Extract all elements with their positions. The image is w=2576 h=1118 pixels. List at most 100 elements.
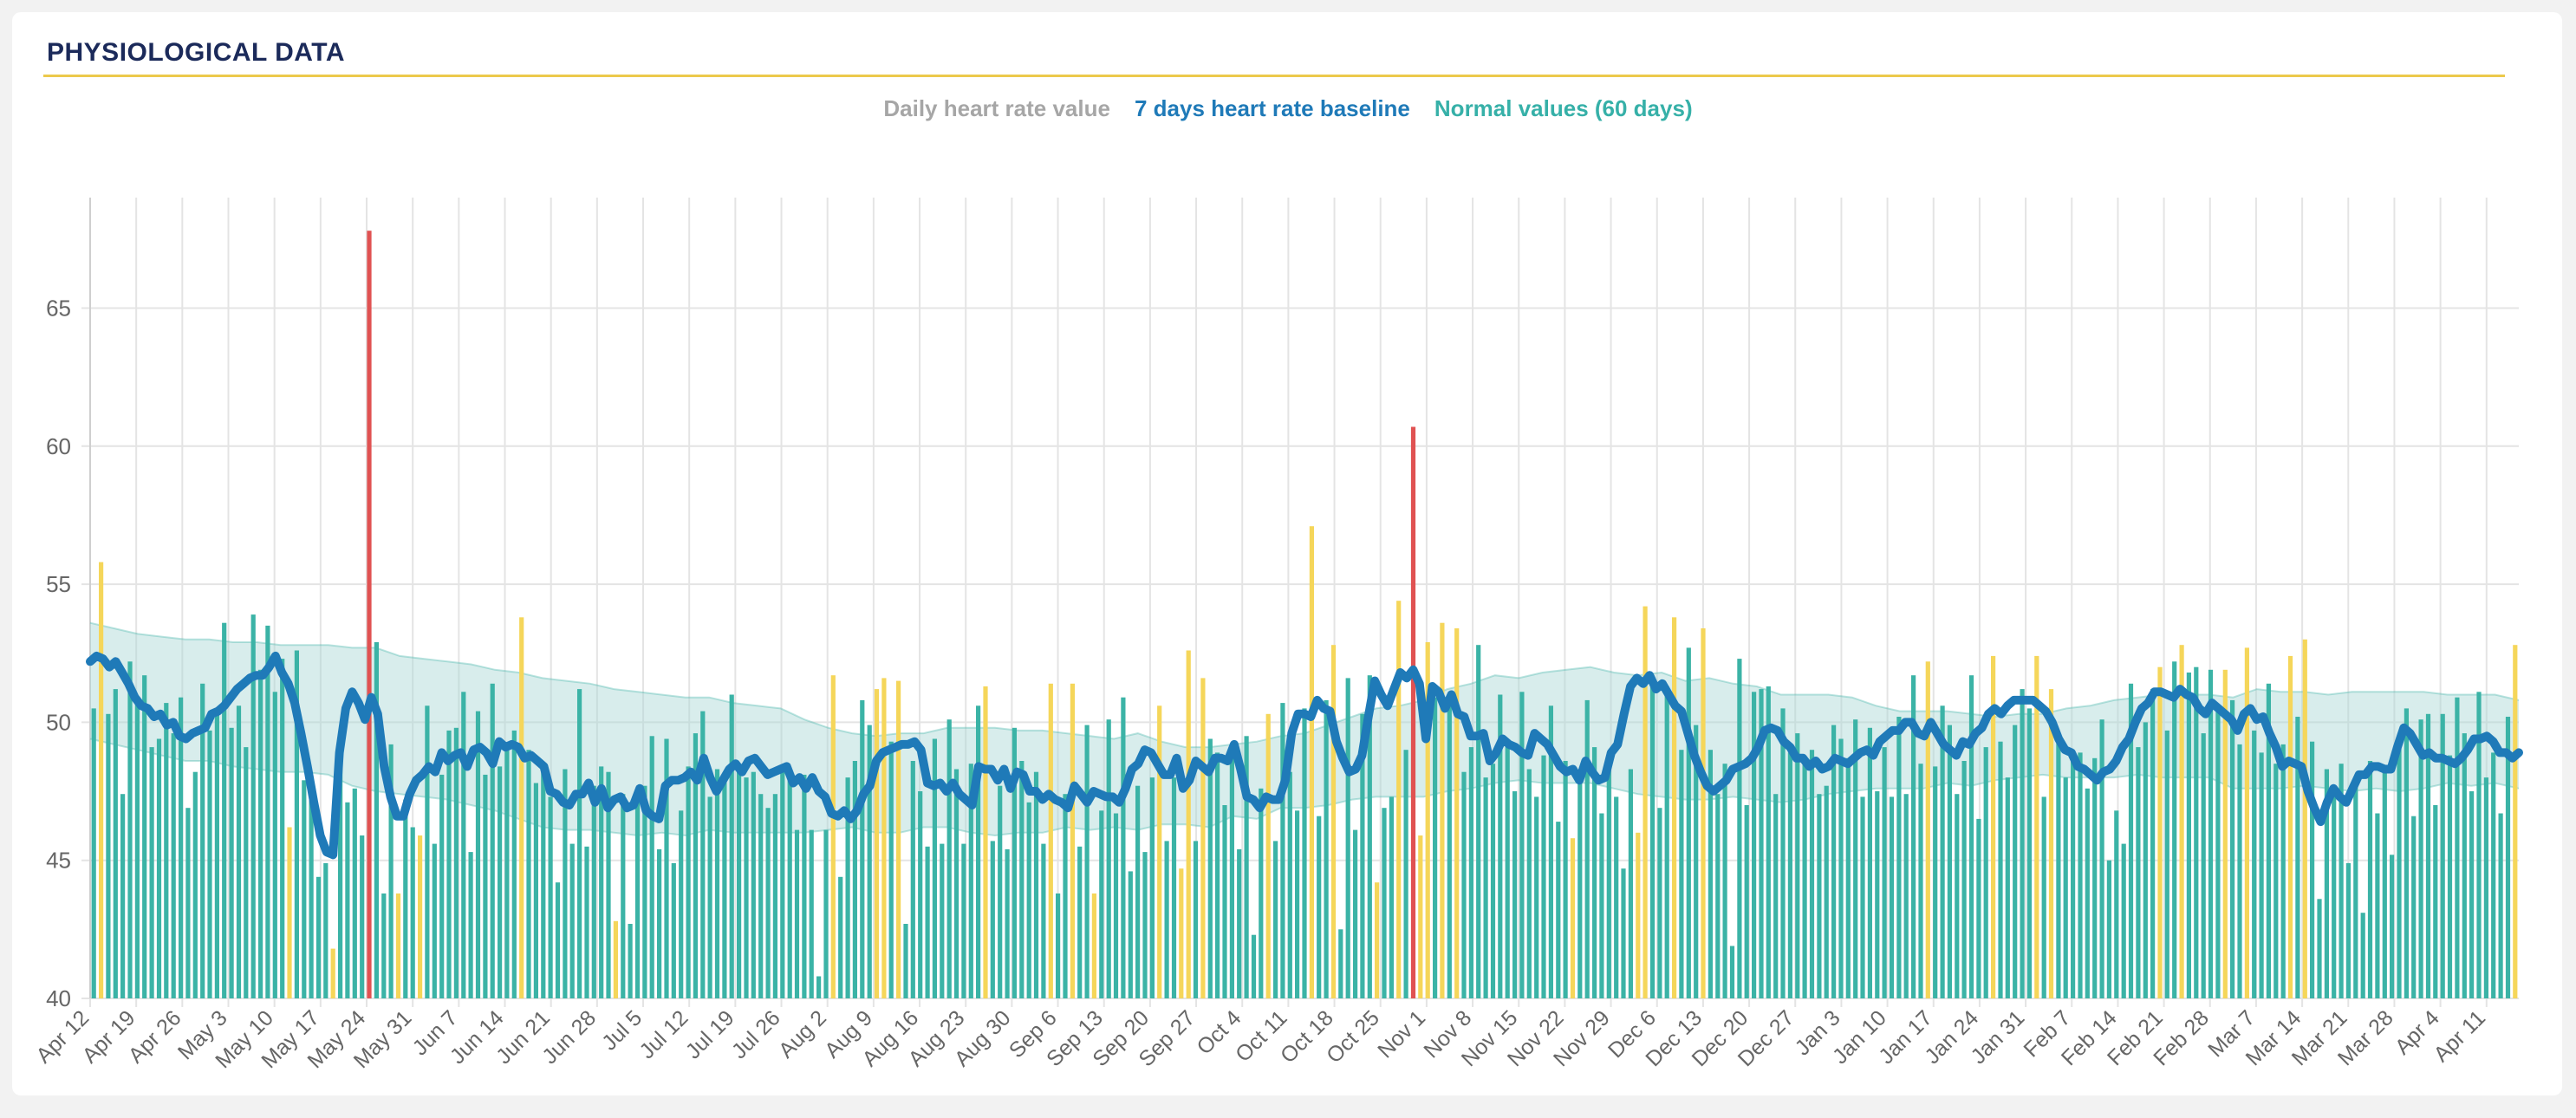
daily-heart-rate-bar — [838, 876, 843, 998]
daily-heart-rate-bar — [2411, 816, 2417, 998]
daily-heart-rate-bar — [1614, 796, 1619, 998]
legend-normal-values[interactable]: Normal values (60 days) — [1434, 95, 1693, 121]
daily-heart-rate-bar — [113, 689, 118, 998]
daily-heart-rate-bar — [874, 689, 880, 998]
daily-heart-rate-bar — [2179, 645, 2184, 998]
daily-heart-rate-bar — [2491, 752, 2496, 998]
daily-heart-rate-bar — [1795, 733, 1800, 998]
daily-heart-rate-bar — [2397, 747, 2402, 998]
daily-heart-rate-bar — [1309, 526, 1314, 998]
daily-heart-rate-bar — [903, 924, 908, 998]
daily-heart-rate-bar — [1526, 769, 1532, 998]
daily-heart-rate-bar — [99, 562, 104, 998]
daily-heart-rate-bar — [1005, 848, 1010, 998]
daily-heart-rate-bar — [214, 708, 219, 998]
daily-heart-rate-bar — [990, 841, 995, 998]
daily-heart-rate-bar — [1084, 725, 1090, 998]
daily-heart-rate-bar — [2287, 655, 2293, 998]
daily-heart-rate-bar — [2244, 647, 2249, 998]
daily-heart-rate-bar — [1519, 692, 1525, 998]
daily-heart-rate-bar — [737, 764, 742, 998]
daily-heart-rate-bar — [265, 625, 270, 998]
daily-heart-rate-bar — [657, 848, 662, 998]
daily-heart-rate-bar — [1599, 813, 1604, 998]
y-tick-label: 60 — [46, 433, 71, 459]
daily-heart-rate-bar — [418, 835, 423, 998]
daily-heart-rate-bar — [664, 738, 669, 998]
daily-heart-rate-bar — [1838, 738, 1844, 998]
daily-heart-rate-bar — [1563, 761, 1568, 998]
x-tick-label: Nov 1 — [1373, 1005, 1430, 1063]
daily-heart-rate-bar — [2237, 744, 2242, 998]
y-tick-label: 55 — [46, 571, 71, 597]
daily-heart-rate-bar — [453, 727, 459, 998]
daily-heart-rate-bar — [998, 785, 1003, 998]
daily-heart-rate-bar — [852, 761, 857, 998]
daily-heart-rate-bar — [1121, 697, 1126, 998]
daily-heart-rate-bar — [1643, 606, 1648, 998]
daily-heart-rate-bar — [1425, 642, 1430, 998]
daily-heart-rate-bar — [2324, 769, 2329, 998]
daily-heart-rate-bar — [1752, 692, 1757, 998]
daily-heart-rate-bar — [860, 699, 865, 998]
daily-heart-rate-bar — [185, 808, 191, 998]
daily-heart-rate-bar — [1867, 727, 1872, 998]
x-tick-label: Jul 19 — [681, 1005, 739, 1063]
daily-heart-rate-bar — [171, 733, 176, 998]
daily-heart-rate-bar — [953, 769, 959, 998]
daily-heart-rate-bar — [1265, 713, 1271, 998]
daily-heart-rate-bar — [309, 796, 314, 998]
daily-heart-rate-bar — [563, 769, 568, 998]
daily-heart-rate-bar — [910, 761, 915, 998]
daily-heart-rate-bar — [642, 785, 647, 998]
daily-heart-rate-bar — [1026, 802, 1031, 998]
daily-heart-rate-bar — [925, 846, 930, 998]
x-tick-label: Oct 25 — [1322, 1005, 1384, 1068]
daily-heart-rate-bar — [490, 683, 495, 998]
daily-heart-rate-bar — [1063, 794, 1068, 998]
daily-heart-rate-bar — [381, 893, 387, 998]
daily-heart-rate-bar — [533, 783, 538, 998]
daily-heart-rate-bar — [555, 882, 561, 998]
x-tick-label: Aug 2 — [774, 1005, 831, 1063]
legend-7-day-baseline[interactable]: 7 days heart rate baseline — [1134, 95, 1410, 121]
daily-heart-rate-bar — [156, 738, 162, 998]
daily-heart-rate-bar — [2505, 717, 2511, 998]
daily-heart-rate-bar — [780, 766, 785, 998]
daily-heart-rate-bar — [410, 827, 415, 998]
daily-heart-rate-bar — [1468, 747, 1473, 998]
daily-heart-rate-bar — [1360, 713, 1365, 998]
daily-heart-rate-bar — [1882, 747, 1887, 998]
daily-heart-rate-bar — [222, 622, 227, 998]
daily-heart-rate-bar — [1505, 744, 1510, 998]
daily-heart-rate-bar — [1186, 650, 1191, 998]
daily-heart-rate-bar — [1179, 868, 1184, 998]
daily-heart-rate-bar — [881, 678, 887, 998]
daily-heart-rate-bar — [200, 683, 205, 998]
daily-heart-rate-bar — [1584, 699, 1590, 998]
daily-heart-rate-bar — [461, 692, 466, 998]
daily-heart-rate-bar — [744, 777, 749, 998]
daily-heart-rate-bar — [2483, 777, 2488, 998]
daily-heart-rate-bar — [134, 699, 140, 998]
daily-heart-rate-bar — [2332, 796, 2337, 998]
daily-heart-rate-bar — [432, 843, 437, 998]
daily-heart-rate-bar — [548, 796, 553, 998]
daily-heart-rate-bar — [2274, 764, 2279, 998]
daily-heart-rate-bar — [1099, 810, 1104, 998]
daily-heart-rate-bar — [1534, 796, 1539, 998]
daily-heart-rate-bar — [192, 771, 198, 998]
daily-heart-rate-bar — [577, 689, 582, 998]
daily-heart-rate-bar — [2390, 855, 2395, 998]
daily-heart-rate-bar — [2280, 744, 2286, 998]
daily-heart-rate-bar — [1222, 805, 1227, 998]
daily-heart-rate-bar — [2114, 810, 2119, 998]
daily-heart-rate-bar — [2092, 757, 2098, 998]
daily-heart-rate-bar — [519, 617, 524, 998]
daily-heart-rate-bar — [1925, 661, 1930, 998]
daily-heart-rate-bar — [2099, 719, 2104, 998]
legend-daily-heart-rate[interactable]: Daily heart rate value — [883, 95, 1110, 121]
daily-heart-rate-bar — [2447, 755, 2453, 998]
daily-heart-rate-bar — [2136, 747, 2141, 998]
daily-heart-rate-bar — [751, 771, 756, 998]
